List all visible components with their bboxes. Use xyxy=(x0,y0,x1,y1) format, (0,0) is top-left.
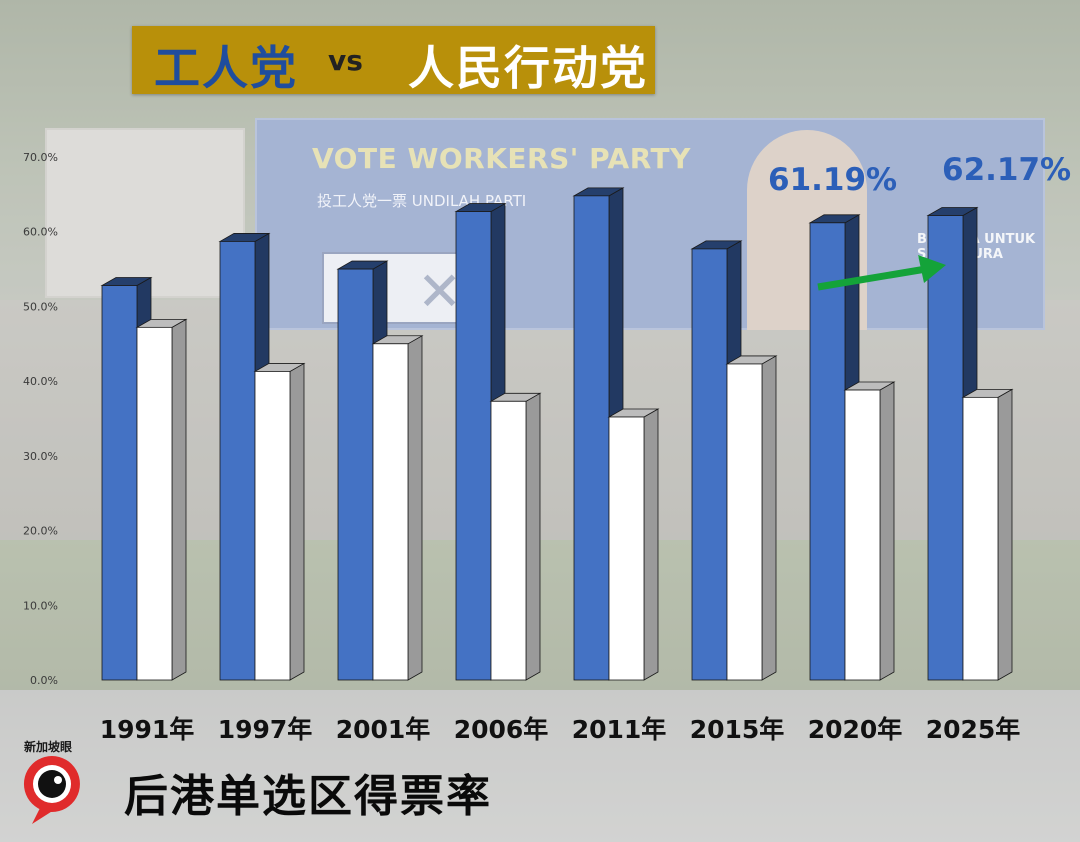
x-category-label: 2020年 xyxy=(808,715,903,744)
annotation-label: 62.17% xyxy=(942,152,1071,188)
title-bar: 工人党 vs 人民行动党 xyxy=(132,26,655,95)
annotation-label: 61.19% xyxy=(768,162,897,198)
bar-workers-party xyxy=(337,268,374,681)
bar-pap xyxy=(726,363,763,681)
bar-side-pap xyxy=(289,362,305,681)
title-pap: 人民行动党 xyxy=(408,41,648,95)
bar-pap xyxy=(962,396,999,681)
bar-workers-party xyxy=(809,222,846,681)
x-category-label: 2025年 xyxy=(926,715,1021,744)
chart-caption: 后港单选区得票率 xyxy=(124,771,492,822)
y-tick-label: 20.0% xyxy=(23,525,58,538)
bar-side-pap xyxy=(643,408,659,681)
x-category-label: 1997年 xyxy=(218,715,313,744)
bar-workers-party xyxy=(927,215,964,681)
bar-workers-party xyxy=(219,241,256,681)
y-tick-label: 30.0% xyxy=(23,450,58,463)
y-tick-label: 60.0% xyxy=(23,226,58,239)
banner-headline: VOTE WORKERS' PARTY xyxy=(312,142,691,175)
bar-side-pap xyxy=(761,355,777,681)
ballot-cross-icon: ✕ xyxy=(417,260,463,323)
title-workers-party: 工人党 xyxy=(154,41,298,95)
y-tick-label: 50.0% xyxy=(23,300,58,313)
x-category-label: 2015年 xyxy=(690,715,785,744)
bar-side-pap xyxy=(525,392,541,681)
x-category-label: 2001年 xyxy=(336,715,431,744)
bar-workers-party xyxy=(691,248,728,681)
background-street xyxy=(0,690,1080,842)
x-category-label: 2006年 xyxy=(454,715,549,744)
bar-side-pap xyxy=(171,318,187,681)
y-tick-label: 70.0% xyxy=(23,151,58,164)
background-banner: VOTE WORKERS' PARTY 投工人党一票 UNDILAH PARTI… xyxy=(255,118,1045,330)
background-signboard xyxy=(45,128,245,298)
bar-side-pap xyxy=(997,388,1013,681)
logo-text: 新加坡眼 xyxy=(24,740,73,754)
x-category-label: 1991年 xyxy=(100,715,195,744)
bar-pap xyxy=(844,389,881,681)
y-tick-label: 40.0% xyxy=(23,375,58,388)
bar-side-pap xyxy=(879,381,895,681)
bar-pap xyxy=(254,371,291,681)
bar-pap xyxy=(136,326,173,681)
y-tick-label: 10.0% xyxy=(23,599,58,612)
bar-workers-party xyxy=(101,285,138,681)
speech-bubble-logo-icon xyxy=(23,756,80,824)
title-vs: vs xyxy=(328,44,363,77)
bar-pap xyxy=(372,343,409,681)
bar-workers-party xyxy=(455,211,492,681)
y-tick-label: 0.0% xyxy=(30,674,58,687)
bar-side-pap xyxy=(407,335,423,681)
trend-arrow-shaft xyxy=(817,265,927,291)
bar-workers-party xyxy=(573,195,610,681)
x-category-label: 2011年 xyxy=(572,715,667,744)
trend-arrow-head-icon xyxy=(918,255,946,283)
bar-pap xyxy=(490,400,527,681)
bar-pap xyxy=(608,416,645,681)
